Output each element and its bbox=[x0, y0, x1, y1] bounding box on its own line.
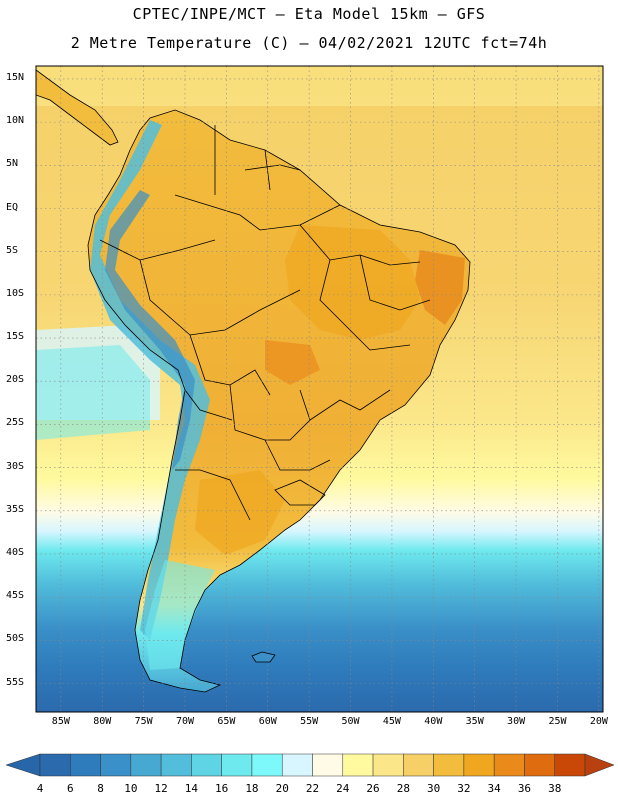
falkland-islands bbox=[251, 651, 276, 663]
colorbar-tick-label: 10 bbox=[124, 782, 138, 795]
colorbar-swatch bbox=[191, 753, 222, 777]
colorbar-tick-label: 28 bbox=[396, 782, 410, 795]
colorbar-swatch bbox=[281, 753, 313, 777]
lat-label: 35S bbox=[6, 503, 25, 515]
central-america-land bbox=[36, 70, 118, 145]
colorbar-swatch bbox=[39, 753, 71, 777]
northeast-hot-patch bbox=[415, 250, 465, 325]
lon-label: 60W bbox=[258, 716, 277, 727]
lat-label: 30S bbox=[6, 460, 25, 472]
colorbar-swatch bbox=[312, 753, 344, 777]
colorbar bbox=[5, 753, 615, 777]
colorbar-swatch bbox=[130, 753, 162, 777]
interior-hot-patch bbox=[285, 225, 420, 340]
chart-title-line1: CPTEC/INPE/MCT – Eta Model 15km – GFS bbox=[132, 5, 486, 23]
colorbar-swatch bbox=[403, 753, 434, 777]
colorbar-swatch bbox=[251, 753, 283, 777]
andes-core bbox=[105, 190, 195, 470]
colorbar-tick-label: 14 bbox=[184, 782, 198, 795]
colorbar-swatch bbox=[160, 753, 192, 777]
colorbar-swatch bbox=[342, 753, 374, 777]
colorbar-swatch bbox=[524, 753, 555, 777]
map-frame bbox=[35, 65, 604, 713]
lon-label: 80W bbox=[93, 716, 112, 727]
colorbar-tick-label: 18 bbox=[245, 782, 259, 795]
lon-label: 65W bbox=[217, 716, 236, 727]
colorbar-swatch bbox=[372, 753, 404, 777]
country-borders bbox=[36, 69, 471, 693]
colorbar-tick-label: 8 bbox=[97, 782, 104, 795]
lat-label: 55S bbox=[6, 676, 25, 688]
lat-label: 15N bbox=[6, 71, 25, 83]
colorbar-tick-label: 36 bbox=[517, 782, 532, 795]
lat-label: 50S bbox=[6, 633, 25, 645]
lon-label: 45W bbox=[382, 716, 401, 727]
colorbar-tick-label: 26 bbox=[366, 782, 380, 795]
lat-label: 40S bbox=[6, 546, 25, 558]
colorbar-tick-label: 32 bbox=[457, 782, 471, 795]
colorbar-tick-label: 24 bbox=[336, 782, 350, 795]
colorbar-left-arrow bbox=[5, 753, 41, 777]
lon-label: 70W bbox=[175, 716, 195, 727]
colorbar-tick-label: 4 bbox=[36, 782, 44, 795]
colorbar-tick-label: 38 bbox=[548, 782, 562, 795]
colorbar-swatch bbox=[433, 753, 465, 777]
lon-label: 35W bbox=[465, 716, 484, 727]
colorbar-tick-label: 6 bbox=[66, 782, 74, 795]
colorbar-swatch bbox=[493, 753, 525, 777]
lon-label: 55W bbox=[300, 716, 319, 727]
lon-label: 75W bbox=[134, 716, 153, 727]
colorbar-swatch bbox=[70, 753, 101, 777]
lat-label: 10S bbox=[6, 287, 25, 299]
colorbar-swatch bbox=[554, 753, 586, 777]
colorbar-right-arrow bbox=[584, 753, 615, 777]
lon-label: 85W bbox=[51, 716, 70, 727]
colorbar-swatch bbox=[221, 753, 253, 777]
colorbar-tick-label: 12 bbox=[154, 782, 168, 795]
pantanal-hot-patch bbox=[265, 340, 320, 385]
colorbar-tick-label: 20 bbox=[275, 782, 289, 795]
lat-label: 15S bbox=[6, 331, 25, 343]
lat-label: 20S bbox=[6, 374, 25, 386]
lat-label: 45S bbox=[6, 590, 25, 602]
lon-label: 20W bbox=[589, 716, 608, 727]
colorbar-tick-label: 22 bbox=[305, 782, 320, 795]
colorbar-tick-label: 34 bbox=[487, 782, 501, 795]
colorbar-tick-label: 16 bbox=[215, 782, 229, 795]
graticule bbox=[36, 66, 603, 712]
chart-title-line2: 2 Metre Temperature (C) – 04/02/2021 12U… bbox=[70, 34, 548, 52]
colorbar-tick-label: 30 bbox=[426, 782, 441, 795]
lon-label: 50W bbox=[341, 716, 360, 727]
patagonia-cool bbox=[145, 560, 215, 670]
map-area bbox=[36, 66, 603, 712]
colorbar-swatch bbox=[100, 753, 132, 777]
caribbean-field bbox=[36, 66, 603, 106]
pampas-hot-patch bbox=[195, 470, 285, 555]
pacific-cold-band bbox=[36, 345, 150, 440]
lon-label: 25W bbox=[548, 716, 567, 727]
lon-label: 40W bbox=[424, 716, 443, 727]
lat-label: 25S bbox=[6, 417, 25, 429]
lat-label: EQ bbox=[6, 201, 19, 213]
lat-label: 5S bbox=[6, 244, 19, 256]
lat-label: 10N bbox=[6, 115, 25, 127]
lon-label: 30W bbox=[507, 716, 526, 727]
colorbar-swatch bbox=[463, 753, 495, 777]
lat-label: 5N bbox=[6, 158, 19, 170]
